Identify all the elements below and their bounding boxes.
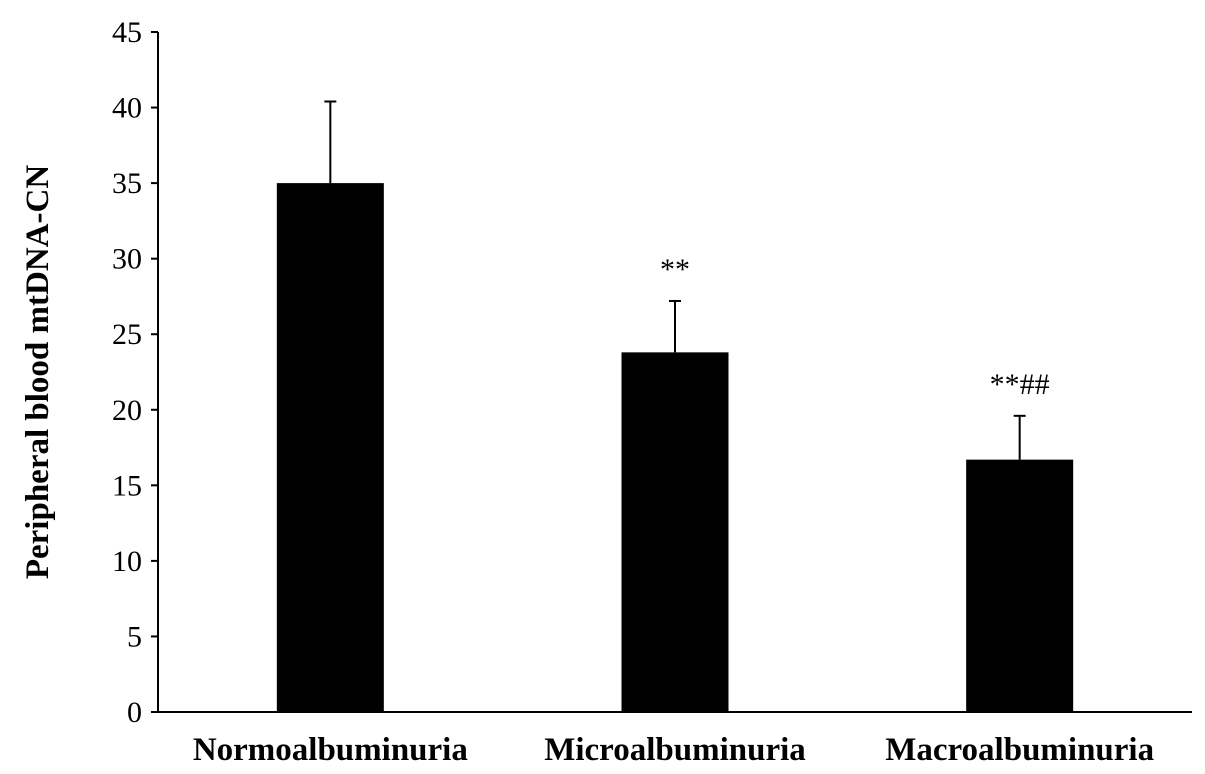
y-tick-label: 40: [112, 92, 142, 125]
y-tick-label: 35: [112, 167, 142, 200]
bar-macroalbuminuria: [966, 459, 1074, 712]
y-tick-label: 10: [112, 545, 142, 578]
error-bar: [1013, 414, 1026, 460]
error-bar: [324, 100, 337, 184]
significance-annotation: **##: [990, 368, 1050, 401]
y-tick-label: 0: [127, 696, 142, 729]
y-tick-label: 5: [127, 620, 142, 653]
category-label: Normoalbuminuria: [193, 732, 468, 768]
y-axis-title: Peripheral blood mtDNA-CN: [20, 165, 56, 579]
error-bars-group: [324, 100, 1026, 460]
error-bar: [669, 299, 681, 353]
bar-normoalbuminuria: [276, 183, 384, 713]
y-tick-label: 45: [112, 16, 142, 49]
category-label: Macroalbuminuria: [885, 732, 1154, 768]
y-axis-ticks: 0 5 10 15 20 25 30 35 40 45: [112, 16, 158, 729]
bars-group: [276, 183, 1074, 713]
y-tick-label: 25: [112, 318, 142, 351]
annotations-group: ** **##: [660, 253, 1050, 401]
y-tick-label: 30: [112, 243, 142, 276]
significance-annotation: **: [660, 253, 690, 286]
category-labels: Normoalbuminuria Microalbuminuria Macroalb…: [193, 732, 1154, 768]
y-tick-label: 20: [112, 394, 142, 427]
y-tick-label: 15: [112, 469, 142, 502]
category-label: Microalbuminuria: [544, 732, 806, 768]
bar-microalbuminuria: [621, 352, 729, 712]
